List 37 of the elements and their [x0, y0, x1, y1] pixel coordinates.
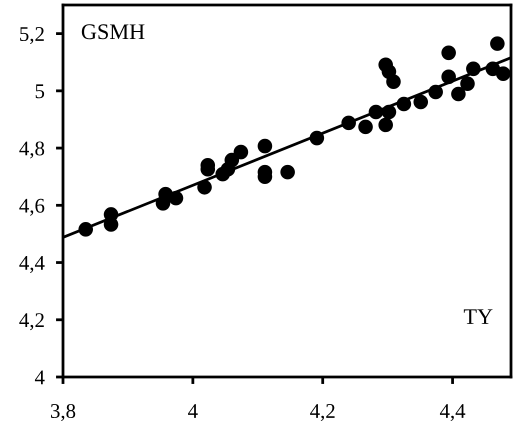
y-tick-label: 4,4 — [19, 256, 45, 273]
point — [386, 74, 401, 89]
x-tick-label: 3,8 — [50, 404, 76, 422]
point — [496, 66, 510, 81]
point — [234, 144, 248, 160]
point — [197, 180, 212, 195]
x-tick-label: 4 — [188, 404, 198, 418]
point — [441, 46, 456, 60]
point — [413, 94, 428, 110]
point — [341, 116, 356, 130]
y-tick-label: 4 — [34, 370, 45, 384]
point — [396, 96, 412, 112]
point — [441, 70, 456, 84]
point — [358, 120, 373, 134]
point — [382, 104, 396, 120]
point — [78, 222, 94, 237]
point — [428, 84, 443, 100]
y-tick-label: 4,6 — [19, 198, 44, 216]
point — [280, 164, 295, 180]
x-tick-label: 4,4 — [440, 404, 466, 422]
point — [460, 76, 475, 91]
point — [258, 138, 272, 154]
annotation: TY — [464, 309, 493, 324]
y-tick-label: 5 — [36, 84, 44, 98]
point — [466, 62, 481, 76]
point — [451, 86, 466, 102]
y-tick-label: 4,8 — [19, 141, 44, 159]
x-tick-label: 4,2 — [310, 404, 335, 422]
y-tick-label: 5,2 — [20, 27, 44, 44]
y-tick-label: 4,2 — [19, 313, 44, 330]
point — [224, 152, 240, 168]
point — [168, 190, 184, 206]
annotation: GSMH — [82, 24, 144, 40]
point — [368, 104, 384, 120]
point — [490, 36, 505, 51]
point — [378, 118, 393, 132]
point — [310, 130, 324, 146]
